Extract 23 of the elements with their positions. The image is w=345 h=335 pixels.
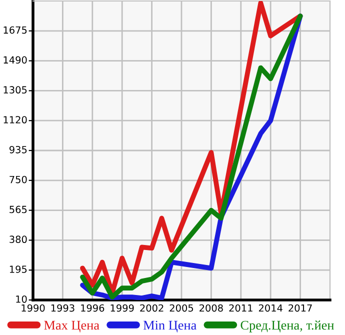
y-tick-label: 1490 [4,56,27,64]
y-tick-label: 1120 [4,116,27,124]
x-tick-label: 2011 [229,304,252,312]
x-tick-label: 1990 [22,304,45,312]
x-tick-label: 2002 [140,304,164,312]
x-tick-label: 1993 [51,304,74,312]
x-tick-label: 1996 [81,304,104,312]
y-tick-label: 935 [10,146,27,154]
x-tick-label: 1999 [110,304,134,312]
x-tick-label: 2008 [200,304,223,312]
legend-label: Сред.Цена, т.йен [240,320,334,332]
y-tick-label: 1675 [4,26,27,34]
y-tick-label: 565 [10,206,27,214]
legend-label: Min Цена [143,320,196,332]
y-tick-label: 10 [16,295,27,303]
legend-label: Max Цена [44,320,100,332]
x-tick-label: 2005 [170,304,194,312]
x-tick-label: 2017 [288,304,312,312]
y-tick-label: 380 [10,236,27,244]
y-tick-label: 195 [10,266,27,273]
x-tick-label: 2014 [258,304,282,312]
y-tick-label: 1305 [4,86,27,94]
y-tick-label: 750 [10,176,27,184]
